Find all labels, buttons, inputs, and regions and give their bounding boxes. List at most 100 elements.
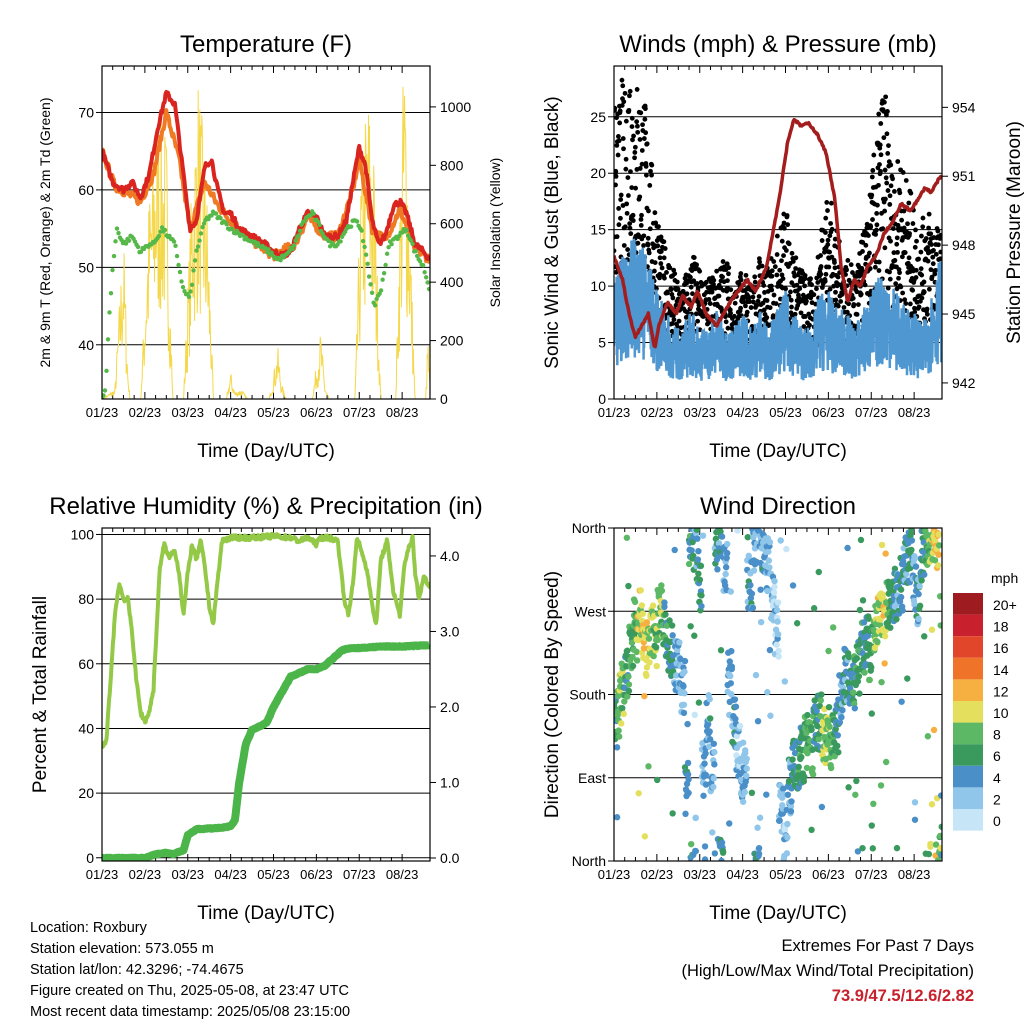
direction-point <box>629 653 636 661</box>
gust-point <box>637 194 643 200</box>
gust-point <box>874 210 880 216</box>
direction-point <box>815 568 822 576</box>
direction-point <box>719 849 727 856</box>
direction-point <box>739 798 747 805</box>
gust-point <box>818 253 823 258</box>
dewpoint-point <box>422 270 427 275</box>
gust-point <box>882 245 888 251</box>
direction-point <box>815 736 822 743</box>
gust-point <box>759 263 765 269</box>
gust-point <box>938 256 942 262</box>
direction-point <box>615 727 622 734</box>
direction-point <box>663 622 671 629</box>
dewpoint-point <box>269 250 274 255</box>
gust-point <box>933 267 938 273</box>
direction-point <box>668 622 676 629</box>
direction-point <box>789 582 797 589</box>
gust-point <box>895 249 900 255</box>
direction-point <box>855 673 863 680</box>
direction-point <box>784 791 792 798</box>
gust-point <box>672 271 678 277</box>
direction-point <box>912 563 920 570</box>
x-tick-label: 01/23 <box>598 867 631 882</box>
gust-point <box>711 282 716 287</box>
gust-point <box>908 190 914 196</box>
direction-point <box>938 851 942 859</box>
direction-point <box>754 824 761 831</box>
dewpoint-point <box>368 282 373 287</box>
gust-point <box>698 280 704 285</box>
gust-point <box>920 224 926 230</box>
gust-point <box>790 259 796 264</box>
direction-point <box>718 533 726 540</box>
gust-point <box>639 212 644 218</box>
gust-point <box>641 136 647 141</box>
direction-point <box>633 657 641 664</box>
direction-point <box>859 844 866 852</box>
gust-point <box>887 269 892 275</box>
gust-point <box>831 283 837 289</box>
gust-point <box>802 283 808 289</box>
direction-point <box>624 647 631 654</box>
direction-point <box>726 820 733 827</box>
gust-point <box>755 298 761 304</box>
gust-point <box>809 282 814 288</box>
direction-point <box>882 758 890 766</box>
gust-point <box>914 238 919 244</box>
direction-point <box>897 586 905 593</box>
gust-point <box>930 261 936 267</box>
chart-panel-1: Temperature (F) 40 50 60 70 0 200 400 600 800 1000… <box>37 31 503 462</box>
dewpoint-point <box>200 224 205 230</box>
direction-point <box>813 707 820 715</box>
gust-point <box>738 305 743 311</box>
direction-point <box>924 733 932 740</box>
direction-point <box>671 546 678 554</box>
direction-point <box>693 528 701 533</box>
direction-point <box>618 720 625 727</box>
direction-point <box>711 761 718 768</box>
gust-point <box>618 192 624 198</box>
direction-point <box>817 697 825 704</box>
direction-point <box>722 570 729 578</box>
gust-point <box>769 283 774 289</box>
gust-point <box>627 93 632 99</box>
dewpoint-point <box>174 253 180 259</box>
gust-point <box>723 319 729 325</box>
gust-point <box>863 242 869 248</box>
x-tick-label: 01/23 <box>86 867 119 882</box>
direction-point <box>643 619 651 626</box>
gust-point <box>802 273 808 278</box>
direction-point <box>897 593 905 601</box>
y2-tick-label: 600 <box>440 216 464 232</box>
dewpoint-point <box>378 288 384 293</box>
y-tick-label: 15 <box>590 222 606 238</box>
direction-point <box>624 693 631 700</box>
legend-label: 14 <box>993 662 1009 678</box>
gust-point <box>905 221 910 227</box>
dewpoint-point <box>180 284 186 290</box>
gust-point <box>751 299 756 305</box>
gust-point <box>627 221 633 227</box>
dewpoint-point <box>380 277 385 282</box>
dewpoint-point <box>413 249 418 254</box>
gust-point <box>657 255 663 261</box>
direction-point <box>723 549 731 557</box>
gust-point <box>926 286 932 292</box>
direction-point <box>687 623 694 630</box>
direction-point <box>695 547 702 555</box>
direction-point <box>899 607 906 614</box>
gust-point <box>789 250 795 256</box>
dewpoint-point <box>414 253 420 259</box>
gust-point <box>632 144 638 150</box>
y-tick-label: 80 <box>78 591 94 607</box>
direction-point <box>727 672 734 680</box>
gust-point <box>882 208 888 214</box>
legend-swatch <box>953 765 983 788</box>
dewpoint-point <box>363 252 369 257</box>
gust-point <box>845 258 851 263</box>
gust-point <box>900 170 906 175</box>
x-tick-label: 02/23 <box>641 867 674 882</box>
gust-point <box>676 318 682 324</box>
gust-point <box>827 249 832 255</box>
legend-label: 6 <box>993 748 1001 764</box>
